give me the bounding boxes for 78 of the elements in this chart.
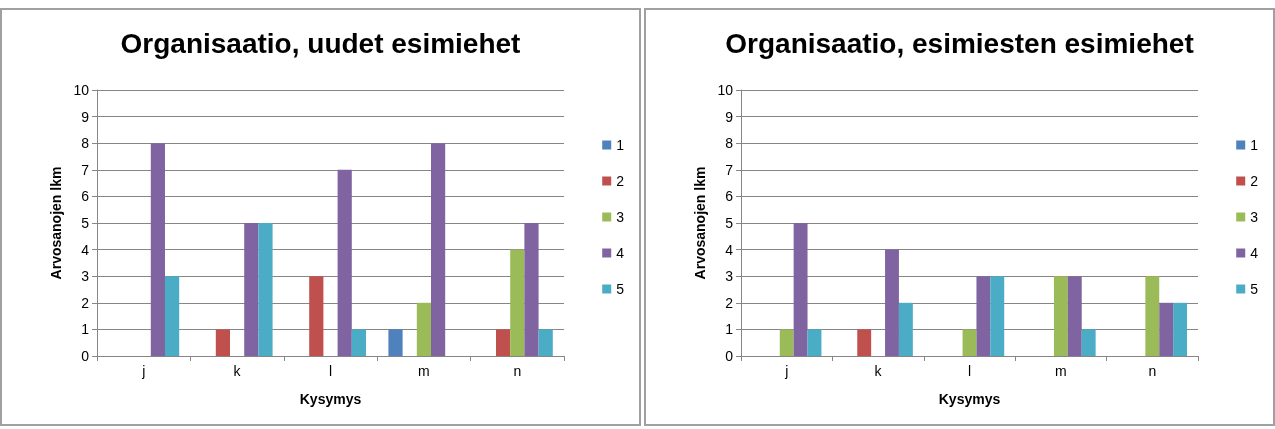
y-tick-label: 2 [725,294,734,311]
x-tick-label: n [1148,363,1157,379]
bar [351,329,366,356]
y-tick-label: 10 [73,82,90,98]
y-tick-label: 1 [81,321,90,338]
y-tick-label: 5 [81,215,90,231]
legend-label: 4 [1250,245,1259,261]
y-tick-label: 8 [725,135,734,152]
bar [510,249,525,356]
y-tick-label: 5 [725,215,734,231]
bar [1145,276,1160,356]
x-tick-label: k [233,363,242,379]
legend-label: 2 [1250,173,1259,189]
y-tick-label: 9 [81,108,90,125]
bar [524,223,539,356]
legend-label: 2 [616,173,625,189]
x-tick-label: j [784,363,789,379]
bar [962,329,977,356]
y-tick-label: 0 [725,348,734,364]
x-tick-label: m [418,363,430,379]
bar [258,223,273,356]
bar [1053,276,1068,356]
legend-label: 1 [616,137,625,153]
y-tick-label: 7 [81,161,90,178]
y-tick-label: 7 [725,161,734,178]
y-axis-title: Arvosanojen lkm [691,166,708,280]
chart-title: Organisaatio, uudet esimiehet [120,27,521,59]
bar [431,143,446,356]
y-tick-label: 8 [81,135,90,152]
x-axis-title: Kysymys [938,391,1001,407]
bar [150,143,165,356]
bar [857,329,872,356]
bar [388,329,403,356]
y-tick-label: 6 [725,188,734,205]
bar [538,329,553,356]
x-tick-label: l [967,363,972,379]
x-tick-label: m [1055,363,1067,379]
x-tick-label: n [513,363,522,379]
legend-label: 5 [616,281,625,297]
legend-label: 3 [1250,209,1259,225]
bar [1173,302,1188,356]
bar [215,329,230,356]
bar [1159,302,1174,356]
bar [885,249,899,356]
legend-label: 3 [616,209,625,225]
y-tick-label: 0 [81,348,90,364]
y-tick-label: 6 [81,188,90,205]
bar [244,223,259,356]
bar [1081,329,1096,356]
y-tick-label: 3 [725,268,734,285]
x-tick-label: k [874,363,883,379]
legend-label: 5 [1250,281,1259,297]
bar [416,302,431,356]
bar [898,302,913,356]
y-tick-label: 4 [725,241,734,258]
y-axis-title: Arvosanojen lkm [47,166,64,280]
bar [990,276,1005,356]
x-axis-title: Kysymys [299,391,362,407]
bar [779,329,794,356]
y-tick-label: 9 [725,108,734,125]
bar [309,276,324,356]
y-tick-label: 3 [81,268,90,285]
bar [337,169,352,356]
y-tick-label: 4 [81,241,90,258]
x-tick-label: l [328,363,333,379]
y-tick-label: 1 [725,321,734,338]
bar [807,329,822,356]
bar [1067,276,1082,356]
legend-label: 1 [1250,137,1259,153]
bar [976,276,991,356]
bar [793,223,808,356]
y-tick-label: 10 [717,82,734,98]
legend-label: 4 [616,245,625,261]
bar [165,276,180,356]
x-tick-label: j [141,363,146,379]
y-tick-label: 2 [81,294,90,311]
bar [496,329,511,356]
chart-title: Organisaatio, esimiesten esimiehet [725,27,1194,59]
